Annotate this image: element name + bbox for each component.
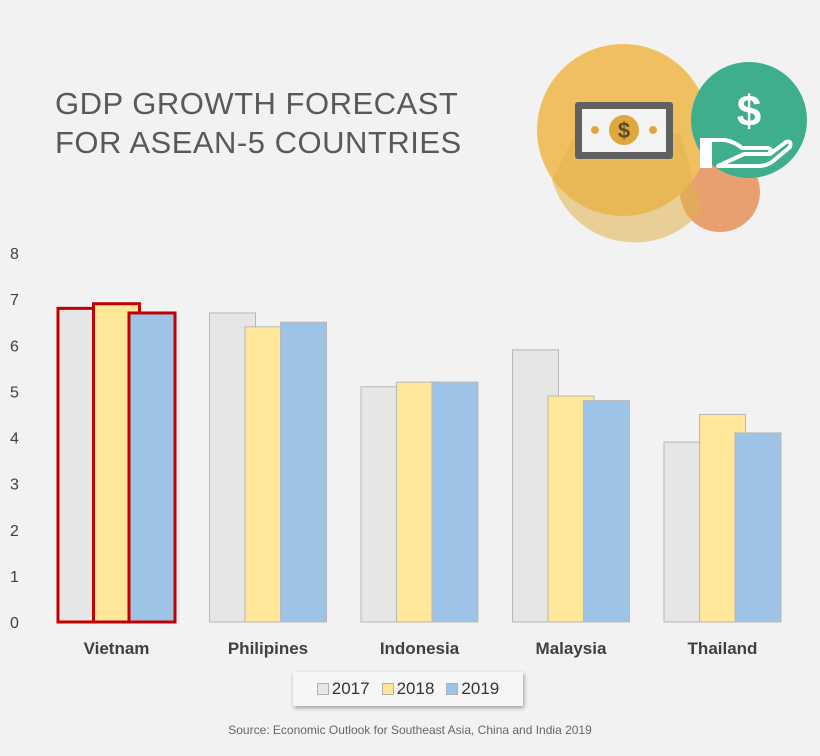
x-tick-label: Indonesia: [380, 639, 460, 658]
hand-dollar-sign: $: [737, 87, 761, 136]
banknote-dollar-sign: $: [618, 118, 630, 143]
y-tick-label: 5: [10, 384, 19, 401]
money-illustration: $ $: [537, 44, 807, 243]
dollar-hand-icon: $: [700, 87, 793, 168]
source-note: Source: Economic Outlook for Southeast A…: [228, 723, 592, 737]
legend-item-2018: 2018: [381, 679, 435, 699]
bar-philipines-2019: [280, 321, 327, 623]
y-tick-label: 8: [10, 246, 19, 263]
y-tick-label: 7: [10, 292, 19, 309]
legend-swatch: [381, 683, 394, 695]
bar-vietnam-2019: [127, 311, 177, 624]
y-tick-label: 4: [10, 431, 19, 448]
y-tick-label: 6: [10, 338, 19, 355]
y-tick-label: 1: [10, 569, 19, 586]
banknote-icon: $: [575, 102, 673, 159]
x-tick-label: Vietnam: [84, 639, 150, 658]
y-axis: 0 1 2 3 4 5 6 7 8: [10, 246, 19, 632]
bar-indonesia-2019: [431, 381, 479, 623]
chart-title-line-1: GDP GROWTH FORECAST: [55, 86, 459, 121]
chart-title: GDP GROWTH FORECAST FOR ASEAN-5 COUNTRIE…: [55, 84, 462, 162]
x-axis: Vietnam Philipines Indonesia Malaysia Thaila…: [84, 639, 758, 658]
legend: 2017 2018 2019: [293, 672, 523, 706]
y-tick-label: 2: [10, 523, 19, 540]
legend-item-2019: 2019: [446, 679, 499, 699]
legend-swatch: [316, 683, 329, 695]
legend-item-2017: 2017: [316, 679, 370, 699]
bars: [56, 302, 782, 624]
x-tick-label: Malaysia: [536, 639, 607, 658]
chart-title-line-2: FOR ASEAN-5 COUNTRIES: [55, 125, 462, 160]
bar-thailand-2019: [734, 432, 782, 623]
legend-swatch: [446, 683, 459, 695]
legend-label: 2019: [461, 679, 500, 698]
x-tick-label: Philipines: [228, 639, 308, 658]
legend-label: 2018: [396, 679, 435, 698]
x-tick-label: Thailand: [688, 639, 758, 658]
y-tick-label: 0: [10, 615, 19, 632]
legend-label: 2017: [331, 679, 370, 698]
gold-circle-shadow: [552, 134, 702, 243]
bar-malaysia-2019: [583, 400, 630, 623]
y-tick-label: 3: [10, 477, 19, 494]
